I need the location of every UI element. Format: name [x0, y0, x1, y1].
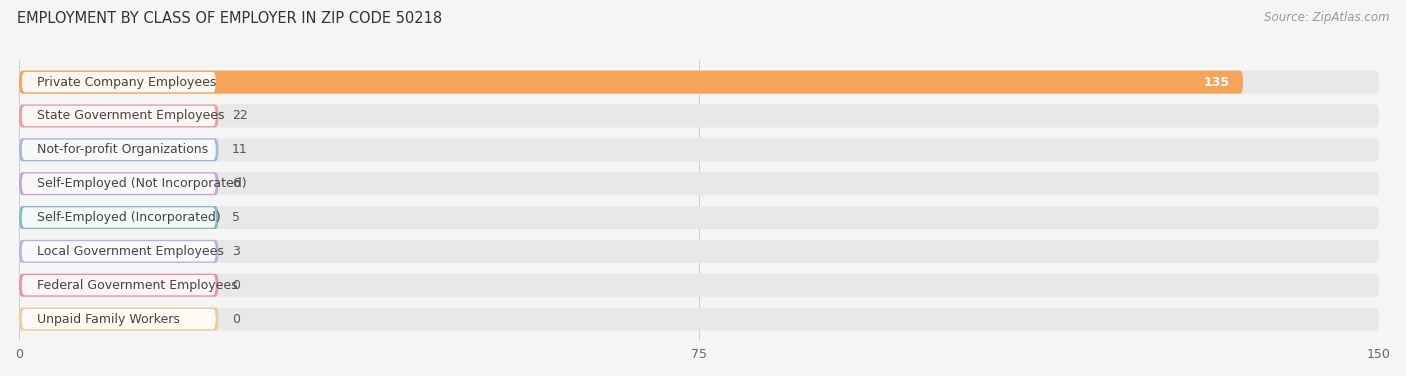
- Text: EMPLOYMENT BY CLASS OF EMPLOYER IN ZIP CODE 50218: EMPLOYMENT BY CLASS OF EMPLOYER IN ZIP C…: [17, 11, 441, 26]
- Text: 11: 11: [232, 143, 247, 156]
- FancyBboxPatch shape: [21, 139, 215, 160]
- Text: Self-Employed (Incorporated): Self-Employed (Incorporated): [37, 211, 221, 224]
- Text: Self-Employed (Not Incorporated): Self-Employed (Not Incorporated): [37, 177, 247, 190]
- FancyBboxPatch shape: [20, 172, 1379, 195]
- Text: 5: 5: [232, 211, 240, 224]
- FancyBboxPatch shape: [20, 308, 1379, 331]
- FancyBboxPatch shape: [20, 105, 218, 127]
- FancyBboxPatch shape: [21, 309, 215, 329]
- Text: State Government Employees: State Government Employees: [37, 109, 225, 123]
- Text: Unpaid Family Workers: Unpaid Family Workers: [37, 312, 180, 326]
- Text: 3: 3: [232, 245, 240, 258]
- FancyBboxPatch shape: [20, 105, 1379, 127]
- FancyBboxPatch shape: [21, 241, 215, 262]
- Text: 6: 6: [232, 177, 240, 190]
- FancyBboxPatch shape: [21, 72, 215, 92]
- Text: Private Company Employees: Private Company Employees: [37, 76, 217, 89]
- FancyBboxPatch shape: [21, 207, 215, 227]
- Text: Not-for-profit Organizations: Not-for-profit Organizations: [37, 143, 208, 156]
- Text: Local Government Employees: Local Government Employees: [37, 245, 224, 258]
- FancyBboxPatch shape: [20, 240, 1379, 263]
- FancyBboxPatch shape: [20, 71, 1379, 94]
- Text: 0: 0: [232, 312, 240, 326]
- FancyBboxPatch shape: [21, 275, 215, 296]
- FancyBboxPatch shape: [20, 308, 218, 331]
- FancyBboxPatch shape: [20, 274, 218, 297]
- Text: Federal Government Employees: Federal Government Employees: [37, 279, 238, 292]
- FancyBboxPatch shape: [20, 138, 1379, 161]
- FancyBboxPatch shape: [20, 274, 1379, 297]
- FancyBboxPatch shape: [20, 240, 218, 263]
- FancyBboxPatch shape: [20, 172, 218, 195]
- FancyBboxPatch shape: [20, 206, 218, 229]
- Text: 0: 0: [232, 279, 240, 292]
- FancyBboxPatch shape: [20, 206, 1379, 229]
- FancyBboxPatch shape: [20, 138, 218, 161]
- FancyBboxPatch shape: [21, 106, 215, 126]
- FancyBboxPatch shape: [21, 173, 215, 194]
- Text: 22: 22: [232, 109, 247, 123]
- Text: 135: 135: [1204, 76, 1229, 89]
- FancyBboxPatch shape: [20, 71, 1243, 94]
- Text: Source: ZipAtlas.com: Source: ZipAtlas.com: [1264, 11, 1389, 24]
